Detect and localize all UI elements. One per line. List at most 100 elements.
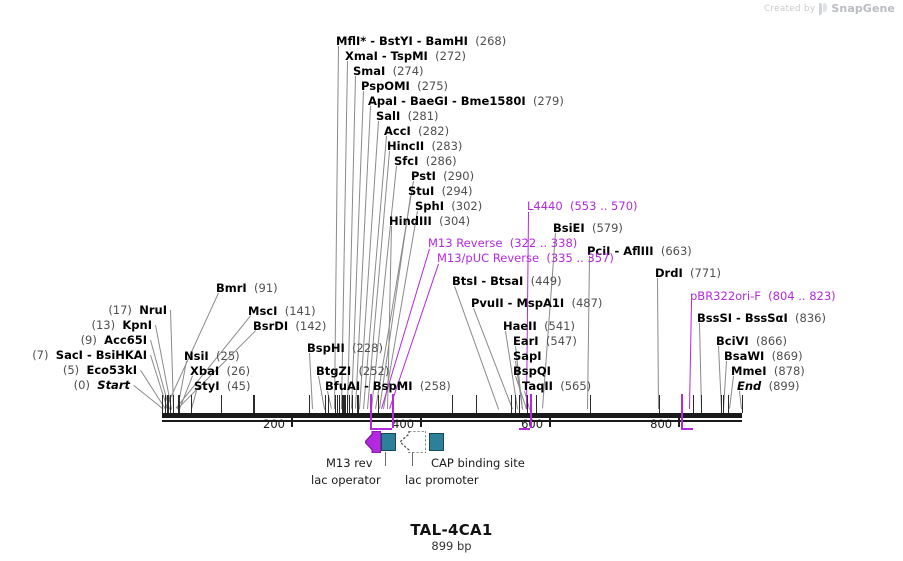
enzyme-name: BstYI bbox=[379, 34, 413, 48]
enzyme-name: AccI bbox=[384, 124, 411, 138]
enzyme-position: (836) bbox=[795, 311, 826, 325]
cut-mark bbox=[253, 395, 255, 413]
feature-range: (322 .. 338) bbox=[509, 236, 578, 250]
enzyme-position: (281) bbox=[407, 109, 439, 123]
label-taqii: TaqII (565) bbox=[522, 380, 591, 393]
enzyme-position: (17) bbox=[108, 303, 132, 317]
cut-mark bbox=[342, 395, 343, 413]
enzyme-name: NruI bbox=[139, 303, 167, 317]
cut-mark bbox=[343, 395, 345, 413]
enzyme-name: BsiEI bbox=[553, 221, 585, 235]
enzyme-name: Bme1580I bbox=[460, 94, 526, 108]
enzyme-name: TaqII bbox=[522, 379, 553, 393]
cut-mark bbox=[178, 395, 180, 413]
label-sfci: SfcI (286) bbox=[394, 155, 457, 168]
enzyme-name: ApaI bbox=[368, 94, 398, 108]
cut-mark bbox=[356, 395, 358, 413]
label-bsssi-bsssai: BssSI - BssSαI (836) bbox=[697, 311, 826, 325]
label-pvuii-mspa1i: PvuII - MspA1I (487) bbox=[471, 296, 603, 310]
cut-mark bbox=[518, 395, 520, 413]
cut-mark bbox=[172, 395, 174, 413]
cut-mark bbox=[349, 395, 351, 413]
label-btgzi: BtgZI (252) bbox=[316, 365, 389, 378]
enzyme-name: StyI bbox=[194, 379, 220, 393]
enzyme-position: (286) bbox=[425, 154, 457, 168]
cut-mark bbox=[337, 395, 339, 413]
enzyme-name: BspHI bbox=[307, 341, 345, 355]
ruler-tick bbox=[549, 418, 552, 427]
label-eari: EarI (547) bbox=[513, 335, 577, 348]
cut-mark bbox=[167, 395, 169, 413]
feature-m13-rev[interactable] bbox=[364, 430, 382, 454]
enzyme-position: (45) bbox=[226, 379, 251, 393]
enzyme-name: BsaWI bbox=[724, 349, 765, 363]
feature-name: pBR322ori-F bbox=[690, 289, 761, 303]
enzyme-position: (279) bbox=[532, 94, 564, 108]
label-mmei: MmeI (878) bbox=[731, 365, 805, 378]
enzyme-name: BspMI bbox=[372, 379, 413, 393]
label-msci: MscI (141) bbox=[248, 305, 316, 318]
enzyme-name: Start bbox=[97, 378, 130, 392]
cut-mark bbox=[535, 395, 537, 413]
label-l4440: L4440 (553 .. 570) bbox=[527, 200, 638, 213]
watermark-brand: SnapGene bbox=[831, 2, 895, 15]
enzyme-name: MspA1I bbox=[516, 296, 565, 310]
feature-lac-operator[interactable] bbox=[381, 433, 396, 451]
enzyme-name: End bbox=[737, 379, 762, 393]
enzyme-name: BaeGI bbox=[409, 94, 448, 108]
enzyme-name: Acc65I bbox=[104, 333, 147, 347]
enzyme-name: KpnI bbox=[122, 318, 152, 332]
leader-line bbox=[689, 301, 692, 409]
cut-mark bbox=[351, 395, 353, 413]
cut-mark bbox=[451, 395, 453, 413]
enzyme-name: XmaI bbox=[345, 49, 378, 63]
enzyme-position: (899) bbox=[768, 379, 800, 393]
ruler-tick bbox=[420, 418, 423, 427]
enzyme-position: (869) bbox=[771, 349, 803, 363]
enzyme-position: (547) bbox=[545, 334, 577, 348]
cut-mark bbox=[309, 395, 311, 413]
snapgene-logo-icon bbox=[819, 2, 828, 15]
enzyme-position: (282) bbox=[418, 124, 450, 138]
label-xbai: XbaI (26) bbox=[190, 365, 250, 378]
feature-name: L4440 bbox=[527, 199, 563, 213]
cut-mark bbox=[166, 395, 168, 413]
leader-line bbox=[347, 75, 356, 409]
cut-mark bbox=[728, 395, 730, 413]
enzyme-name: DrdI bbox=[655, 266, 683, 280]
page-title: TAL-4CA1 bbox=[410, 521, 493, 539]
enzyme-position: (7) bbox=[32, 348, 49, 362]
ruler-label: 800 bbox=[650, 417, 673, 431]
enzyme-name: NsiI bbox=[184, 349, 209, 363]
label-hindiii: HindIII (304) bbox=[389, 215, 470, 228]
label-nsii: NsiI (25) bbox=[184, 350, 240, 363]
enzyme-name: BssSαI bbox=[744, 311, 788, 325]
label-nrui: (17) NruI bbox=[108, 304, 167, 317]
snapgene-watermark: Created by SnapGene bbox=[764, 2, 895, 15]
ruler-label: 600 bbox=[521, 417, 544, 431]
enzyme-name: TspMI bbox=[390, 49, 428, 63]
cut-mark bbox=[339, 395, 341, 413]
enzyme-name: BsiHKAI bbox=[95, 348, 147, 362]
cut-mark bbox=[511, 395, 513, 413]
label-haeii: HaeII (541) bbox=[503, 320, 575, 333]
label-mfli-bstyi-bamhi: MflI* - BstYI - BamHI (268) bbox=[336, 34, 507, 48]
label-bmri: BmrI (91) bbox=[216, 282, 278, 295]
label-eco53ki: (5) Eco53kI bbox=[63, 364, 137, 377]
feature-range: (335 .. 357) bbox=[546, 251, 614, 265]
label-sapi: SapI bbox=[513, 350, 542, 363]
enzyme-name: BspQI bbox=[513, 364, 551, 378]
enzyme-name: PstI bbox=[411, 169, 436, 183]
label-pcii-aflii: PciI - AflIII (663) bbox=[587, 244, 692, 258]
enzyme-position: (13) bbox=[91, 318, 116, 332]
ruler-tick bbox=[291, 418, 294, 427]
label-sali: SalI (281) bbox=[376, 110, 439, 123]
enzyme-name: SacI bbox=[55, 348, 83, 362]
cut-mark bbox=[692, 395, 694, 413]
watermark-prefix: Created by bbox=[763, 3, 816, 14]
feature-lac-promoter[interactable] bbox=[399, 430, 427, 454]
cut-mark bbox=[476, 395, 478, 413]
feature-cap-binding-site[interactable] bbox=[429, 433, 444, 451]
cut-mark bbox=[722, 395, 724, 413]
cut-mark bbox=[170, 395, 172, 413]
